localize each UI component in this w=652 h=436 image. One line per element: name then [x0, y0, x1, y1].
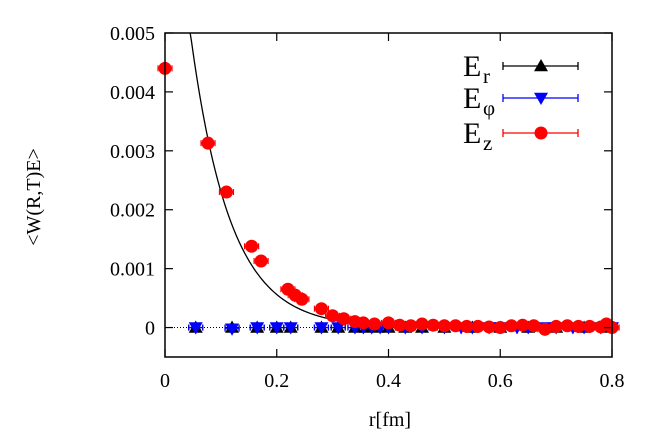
data-point — [437, 319, 451, 333]
legend-marker — [534, 126, 548, 140]
data-point — [393, 318, 407, 332]
data-point — [326, 309, 340, 323]
fit-curve — [189, 32, 612, 329]
data-point — [538, 322, 552, 336]
data-point — [250, 322, 265, 335]
legend-marker — [534, 59, 548, 72]
x-tick-label: 0.4 — [376, 370, 401, 392]
y-tick-label: 0.005 — [110, 23, 155, 45]
x-tick-label: 0.2 — [264, 370, 289, 392]
data-point — [295, 292, 309, 306]
data-point — [426, 318, 440, 332]
y-tick-label: 0.002 — [110, 200, 155, 222]
data-point — [560, 319, 574, 333]
ticks-layer: 0 0.2 0.4 0.6 0.8 0 0.001 0.002 0.003 0.004 0.005 — [110, 23, 625, 392]
data-point — [283, 322, 298, 335]
data-point — [201, 136, 215, 150]
data-point — [516, 318, 530, 332]
legend-label: E — [463, 82, 481, 115]
legend-label: E — [463, 117, 481, 150]
y-axis-label: <W(R,T)E> — [23, 148, 45, 246]
x-tick-label: 0 — [160, 370, 170, 392]
data-point — [188, 322, 203, 335]
data-point — [471, 319, 485, 333]
data-point — [404, 319, 418, 333]
data-point — [527, 319, 541, 333]
x-tick-label: 0.6 — [488, 370, 513, 392]
y-tick-label: 0.003 — [110, 141, 155, 163]
data-point — [356, 316, 370, 330]
data-point — [449, 319, 463, 333]
data-point — [382, 316, 395, 330]
data-point — [269, 322, 284, 335]
plot-area: 0 0.2 0.4 0.6 0.8 0 0.001 0.002 0.003 0.004 0.005 — [110, 23, 625, 392]
series-layer — [157, 61, 620, 336]
legend-marker — [534, 92, 548, 105]
data-point — [583, 319, 597, 333]
series-z — [157, 61, 620, 336]
data-point — [460, 319, 474, 333]
legend-subscript: φ — [483, 96, 495, 120]
data-point — [368, 317, 382, 331]
data-point — [482, 320, 496, 334]
y-tick-label: 0.004 — [110, 82, 155, 104]
data-point — [337, 312, 351, 326]
data-point — [504, 319, 518, 333]
data-point — [415, 317, 429, 331]
data-point — [571, 319, 585, 333]
data-point — [331, 322, 346, 335]
data-point — [254, 254, 268, 268]
data-point — [493, 321, 507, 335]
data-point — [314, 322, 329, 335]
legend-label: E — [463, 50, 481, 83]
data-point — [225, 323, 240, 336]
y-tick-label: 0 — [145, 318, 155, 340]
x-tick-label: 0.8 — [600, 370, 625, 392]
data-point — [549, 319, 563, 333]
legend-subscript: r — [483, 64, 490, 88]
y-tick-label: 0.001 — [110, 259, 155, 281]
data-point — [314, 302, 328, 316]
data-point — [219, 185, 233, 199]
data-point — [245, 239, 259, 253]
x-axis-label: r[fm] — [369, 409, 411, 431]
legend-subscript: z — [483, 131, 492, 155]
